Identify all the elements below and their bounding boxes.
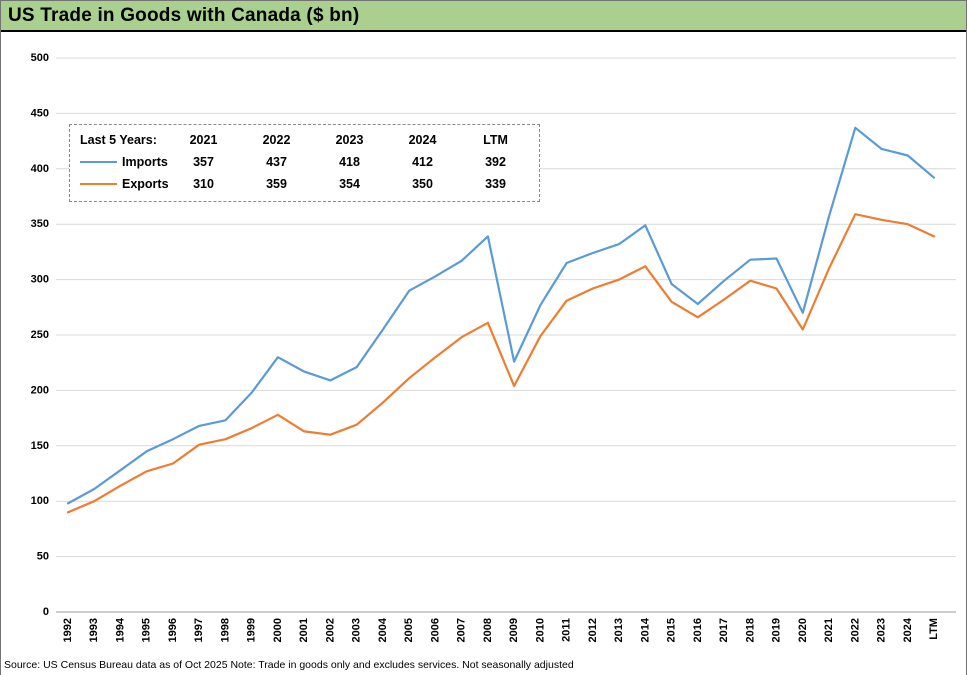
- svg-text:2014: 2014: [639, 617, 651, 642]
- svg-text:500: 500: [31, 52, 49, 64]
- svg-text:1992: 1992: [62, 618, 74, 642]
- svg-text:250: 250: [31, 329, 49, 341]
- svg-text:100: 100: [31, 495, 49, 507]
- legend-header-label: Last 5 Years:: [80, 133, 157, 147]
- svg-text:0: 0: [43, 606, 49, 618]
- svg-text:2007: 2007: [456, 618, 468, 642]
- exports-value-2021: 310: [193, 177, 214, 191]
- svg-text:2013: 2013: [613, 618, 625, 642]
- source-note: Source: US Census Bureau data as of Oct …: [4, 659, 574, 671]
- svg-text:400: 400: [31, 163, 49, 175]
- svg-text:450: 450: [31, 107, 49, 119]
- imports-value-2024: 412: [412, 155, 433, 169]
- imports-value-2023: 418: [339, 155, 360, 169]
- svg-text:2011: 2011: [561, 618, 573, 642]
- imports-line-swatch-icon: [80, 161, 117, 163]
- svg-text:300: 300: [31, 274, 49, 286]
- svg-text:1999: 1999: [246, 618, 258, 642]
- exports-series-label: Exports: [122, 177, 169, 191]
- imports-series-label: Imports: [122, 155, 168, 169]
- svg-text:2016: 2016: [692, 618, 704, 642]
- svg-text:2021: 2021: [823, 618, 835, 642]
- legend-year-2024: 2024: [408, 133, 437, 147]
- svg-text:2003: 2003: [351, 618, 363, 642]
- svg-text:1995: 1995: [141, 618, 153, 642]
- svg-text:2022: 2022: [849, 618, 861, 642]
- legend-year-2022: 2022: [262, 133, 291, 147]
- legend-header-row: Last 5 Years: 2021 2022 2023 2024 LTM: [70, 129, 539, 151]
- svg-text:2024: 2024: [902, 617, 914, 642]
- exports-line-swatch-icon: [80, 183, 117, 185]
- svg-text:2010: 2010: [534, 618, 546, 642]
- chart-title: US Trade in Goods with Canada ($ bn): [8, 4, 360, 26]
- svg-text:2015: 2015: [666, 618, 678, 642]
- svg-text:1998: 1998: [219, 618, 231, 642]
- svg-text:LTM: LTM: [928, 618, 940, 640]
- imports-value-2022: 437: [266, 155, 287, 169]
- svg-text:1993: 1993: [88, 618, 100, 642]
- legend-exports-row: Exports 310 359 354 350 339: [70, 173, 539, 195]
- legend-imports-row: Imports 357 437 418 412 392: [70, 151, 539, 173]
- svg-text:2017: 2017: [718, 618, 730, 642]
- svg-text:2018: 2018: [744, 618, 756, 642]
- svg-text:150: 150: [31, 440, 49, 452]
- exports-value-ltm: 339: [485, 177, 506, 191]
- exports-value-2023: 354: [339, 177, 360, 191]
- legend-exports-name: Exports: [70, 177, 169, 191]
- svg-text:200: 200: [31, 384, 49, 396]
- svg-text:50: 50: [37, 551, 49, 563]
- svg-text:1996: 1996: [167, 618, 179, 642]
- legend-imports-name: Imports: [70, 155, 168, 169]
- exports-value-2024: 350: [412, 177, 433, 191]
- svg-text:2019: 2019: [771, 618, 783, 642]
- svg-text:2023: 2023: [876, 618, 888, 642]
- svg-text:2002: 2002: [324, 618, 336, 642]
- svg-text:2020: 2020: [797, 618, 809, 642]
- svg-text:2004: 2004: [377, 617, 389, 642]
- legend-year-2023: 2023: [335, 133, 364, 147]
- svg-text:2005: 2005: [403, 618, 415, 642]
- legend-year-2021: 2021: [189, 133, 218, 147]
- svg-text:2008: 2008: [482, 618, 494, 642]
- legend-table: Last 5 Years: 2021 2022 2023 2024 LTM Im…: [69, 124, 540, 202]
- legend-year-ltm: LTM: [483, 133, 508, 147]
- svg-text:1994: 1994: [114, 617, 126, 642]
- svg-text:2009: 2009: [508, 618, 520, 642]
- svg-text:2001: 2001: [298, 618, 310, 642]
- svg-text:2012: 2012: [587, 618, 599, 642]
- svg-text:2006: 2006: [429, 618, 441, 642]
- imports-value-2021: 357: [193, 155, 214, 169]
- svg-text:1997: 1997: [193, 618, 205, 642]
- imports-value-ltm: 392: [485, 155, 506, 169]
- chart-title-bar: US Trade in Goods with Canada ($ bn): [1, 1, 966, 32]
- svg-text:2000: 2000: [272, 618, 284, 642]
- exports-value-2022: 359: [266, 177, 287, 191]
- svg-text:350: 350: [31, 218, 49, 230]
